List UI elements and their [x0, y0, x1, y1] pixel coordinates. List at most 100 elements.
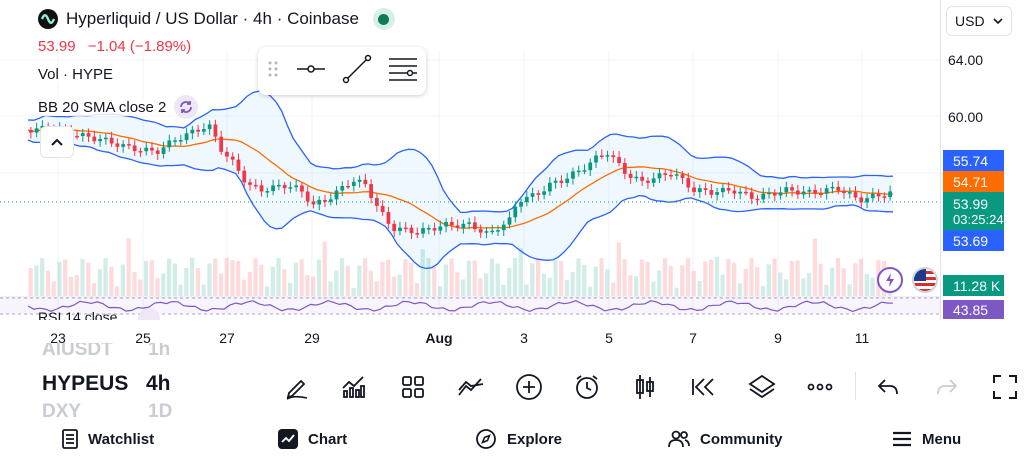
volume-bar [512, 258, 518, 296]
time-tick: 29 [304, 330, 320, 346]
symbol-title[interactable]: Hyperliquid / US Dollar · 4h · Coinbase [66, 9, 359, 28]
candle-body [121, 144, 126, 147]
nav-explore-label: Explore [507, 430, 563, 448]
volume-bar [51, 281, 56, 296]
nav-chart[interactable]: Chart [278, 417, 347, 461]
time-tick: Aug [425, 330, 453, 346]
time-tick: 25 [135, 330, 151, 346]
drag-handle-icon[interactable] [268, 60, 278, 83]
symbol-option[interactable]: DXY [42, 401, 82, 421]
volume-bar [766, 264, 771, 296]
volume-bar [357, 265, 362, 296]
volume-bar [143, 260, 149, 296]
time-tick: 5 [605, 330, 613, 346]
bollinger-indicator[interactable]: BB 20 SMA close 2 [38, 95, 199, 119]
volume-bar [224, 258, 229, 296]
candle-body [132, 145, 137, 152]
candle-body [888, 191, 892, 198]
collapse-legend-button[interactable] [40, 126, 74, 158]
us-flag-icon[interactable] [912, 267, 938, 293]
volume-bar [818, 263, 823, 296]
volume-bar [345, 265, 350, 296]
candle-body [323, 199, 327, 202]
redo-icon[interactable] [930, 370, 964, 404]
flash-event-icon[interactable] [877, 267, 903, 293]
volume-bar [697, 281, 702, 296]
candle-body [749, 192, 754, 199]
candle-body [190, 129, 195, 134]
candle-body [357, 179, 362, 182]
volume-bar [426, 258, 431, 296]
candle-body [253, 184, 258, 187]
chart-type-icon[interactable] [628, 370, 662, 404]
layers-icon[interactable] [745, 370, 779, 404]
volume-bar [847, 284, 852, 296]
candle-body [305, 191, 310, 202]
volume-bar [489, 258, 495, 296]
volume-bar [68, 276, 74, 296]
volume-bar [824, 285, 829, 296]
nav-menu[interactable]: Menu [892, 417, 961, 461]
volume-bar [466, 260, 472, 296]
compare-icon[interactable] [454, 370, 488, 404]
candle-body [34, 128, 39, 133]
undo-icon[interactable] [871, 370, 905, 404]
candle-body [882, 196, 887, 198]
chart-area[interactable] [0, 0, 1024, 345]
nav-watchlist-label: Watchlist [88, 430, 155, 448]
bollinger-indicator-label[interactable]: BB 20 SMA close 2 [38, 98, 167, 116]
replay-icon[interactable] [686, 370, 720, 404]
candle-body [640, 176, 645, 181]
candle-body [847, 192, 852, 194]
rsi-indicator-label[interactable]: RSI 14 close [38, 309, 118, 320]
fullscreen-icon[interactable] [988, 370, 1022, 404]
volume-bar [397, 274, 402, 296]
more-icon[interactable] [803, 370, 837, 404]
candle-body [726, 187, 731, 191]
candle-body [276, 184, 281, 187]
volume-bar [241, 279, 247, 296]
volume-bar [374, 281, 379, 296]
volume-bar [155, 278, 160, 296]
volume-bar [605, 269, 610, 296]
volume-bar [668, 265, 673, 296]
volume-bar [535, 258, 541, 296]
bar-countdown: 03:25:24 [953, 211, 1004, 227]
draw-icon[interactable] [280, 370, 314, 404]
candle-body [173, 140, 177, 142]
horizontal-line-tool-icon[interactable] [296, 59, 326, 84]
currency-selector[interactable]: USD [946, 6, 1012, 36]
candle-body [507, 217, 512, 225]
candle-body [449, 222, 454, 226]
volume-bar [63, 259, 68, 296]
volume-bar [570, 271, 575, 296]
nav-watchlist[interactable]: Watchlist [62, 417, 154, 461]
layouts-icon[interactable] [396, 370, 430, 404]
nav-explore[interactable]: Explore [475, 417, 562, 461]
settings-lines-icon[interactable] [388, 56, 418, 87]
interval-option[interactable]: 1D [148, 401, 173, 421]
interval-selected[interactable]: 4h [146, 372, 171, 395]
indicators-icon[interactable] [336, 370, 370, 404]
volume-bar [132, 272, 137, 296]
symbol-picker[interactable]: AIUSDT 1h HYPEUS 4h DXY 1D [42, 343, 182, 421]
volume-bar [362, 258, 368, 296]
volume-bar [218, 273, 224, 296]
add-icon[interactable] [512, 370, 546, 404]
volume-bar [703, 261, 708, 296]
time-tick: 23 [50, 330, 66, 346]
volume-bar [28, 268, 33, 296]
interval-option[interactable]: 1h [148, 343, 171, 360]
symbol-option[interactable]: AIUSDT [42, 343, 113, 360]
chart-title[interactable]: Hyperliquid / US Dollar · 4h · Coinbase [38, 8, 395, 30]
candle-body [830, 186, 835, 189]
volume-indicator-label[interactable]: Vol · HYPE [38, 66, 114, 83]
volume-bar [74, 274, 79, 296]
price-chart[interactable] [0, 0, 1024, 345]
alert-icon[interactable] [570, 370, 604, 404]
symbol-selected[interactable]: HYPEUS [42, 372, 129, 395]
trend-line-tool-icon[interactable] [342, 54, 372, 89]
nav-community[interactable]: Community [668, 417, 783, 461]
time-tick: 9 [774, 330, 782, 346]
candle-body [98, 138, 102, 142]
